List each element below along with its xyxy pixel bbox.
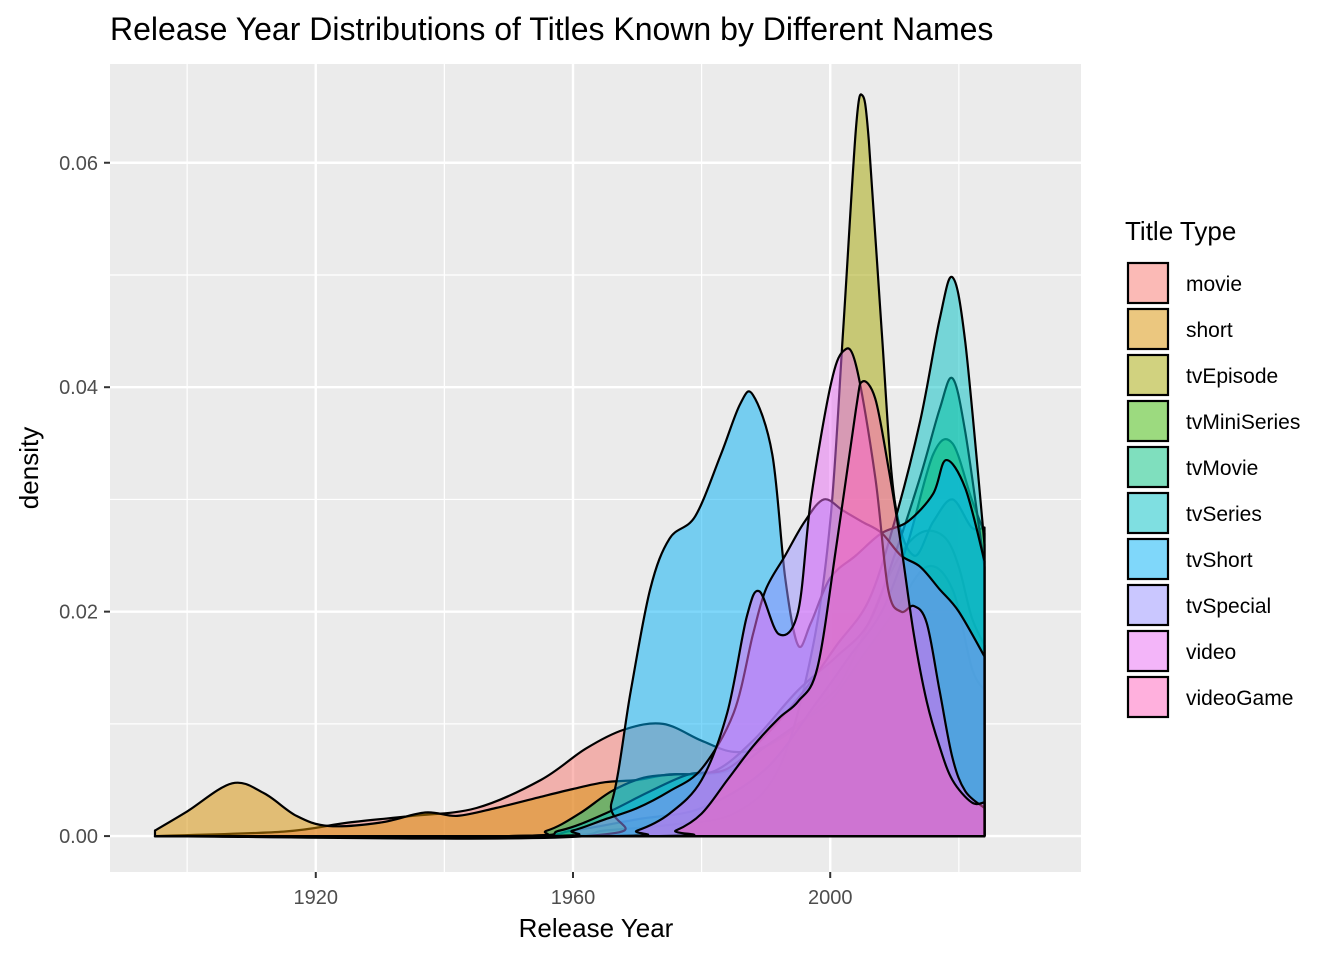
y-axis-title: density xyxy=(14,427,44,509)
y-axis-ticks: 0.00 0.02 0.04 0.06 xyxy=(59,153,110,848)
legend-label-movie: movie xyxy=(1186,273,1242,296)
x-tick-label: 2000 xyxy=(808,887,853,909)
legend-label-videoGame: videoGame xyxy=(1186,687,1293,710)
legend-swatch-tvMovie xyxy=(1126,445,1170,489)
y-tick-label: 0.06 xyxy=(59,153,98,175)
y-tick-label: 0.02 xyxy=(59,602,98,624)
legend-swatch-tvEpisode xyxy=(1126,353,1170,397)
y-tick-label: 0.00 xyxy=(59,826,98,848)
x-tick-label: 1920 xyxy=(294,887,339,909)
legend-label-tvMiniSeries: tvMiniSeries xyxy=(1186,411,1300,434)
density-area-videoGame xyxy=(153,380,986,838)
legend-title: Title Type xyxy=(1125,216,1236,246)
legend-label-tvShort: tvShort xyxy=(1186,549,1253,572)
density-area-video xyxy=(153,347,986,838)
legend-swatch-short xyxy=(1126,307,1170,351)
legend-label-short: short xyxy=(1186,319,1233,342)
legend-label-tvSpecial: tvSpecial xyxy=(1186,595,1271,618)
y-tick-label: 0.04 xyxy=(59,377,98,399)
legend: Title Type movie short tvEpisode tvMiniSeri… xyxy=(1125,216,1300,719)
x-tick-label: 1960 xyxy=(551,887,596,909)
legend-label-video: video xyxy=(1186,641,1236,664)
legend-swatch-tvMiniSeries xyxy=(1126,399,1170,443)
legend-label-tvEpisode: tvEpisode xyxy=(1186,365,1278,388)
legend-swatch-tvShort xyxy=(1126,537,1170,581)
legend-swatch-videoGame xyxy=(1126,675,1170,719)
legend-swatch-tvSeries xyxy=(1126,491,1170,535)
legend-swatch-movie xyxy=(1126,261,1170,305)
chart-title: Release Year Distributions of Titles Kno… xyxy=(110,11,993,47)
x-axis-ticks: 1920 1960 2000 xyxy=(294,872,853,909)
density-areas xyxy=(153,93,986,840)
x-axis-title: Release Year xyxy=(519,913,674,943)
legend-label-tvMovie: tvMovie xyxy=(1186,457,1258,480)
legend-swatch-tvSpecial xyxy=(1126,583,1170,627)
legend-swatch-video xyxy=(1126,629,1170,673)
legend-label-tvSeries: tvSeries xyxy=(1186,503,1262,526)
